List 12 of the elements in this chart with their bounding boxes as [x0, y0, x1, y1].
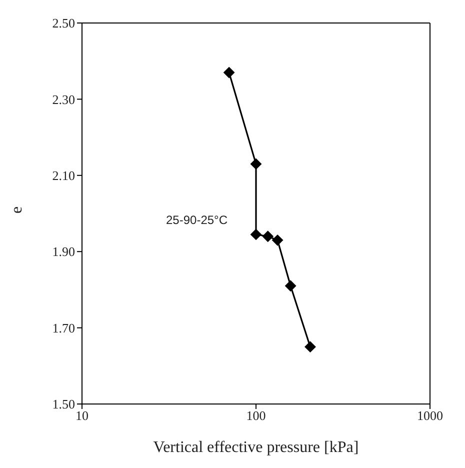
- x-tick-label: 1000: [417, 408, 443, 424]
- x-tick-label: 10: [76, 408, 88, 424]
- annotation: 25-90-25°C: [166, 213, 228, 227]
- x-axis-title: Vertical effective pressure [kPa]: [153, 439, 359, 456]
- y-tick-label: 1.90: [52, 244, 75, 260]
- y-tick-label: 2.10: [52, 168, 75, 184]
- y-tick-label: 1.50: [52, 396, 75, 412]
- x-tick-label: 100: [246, 408, 266, 424]
- y-tick-label: 2.30: [52, 92, 75, 107]
- y-axis-title: e: [8, 206, 26, 214]
- y-tick-label: 1.70: [52, 320, 75, 336]
- y-tick-label: 2.50: [52, 16, 75, 31]
